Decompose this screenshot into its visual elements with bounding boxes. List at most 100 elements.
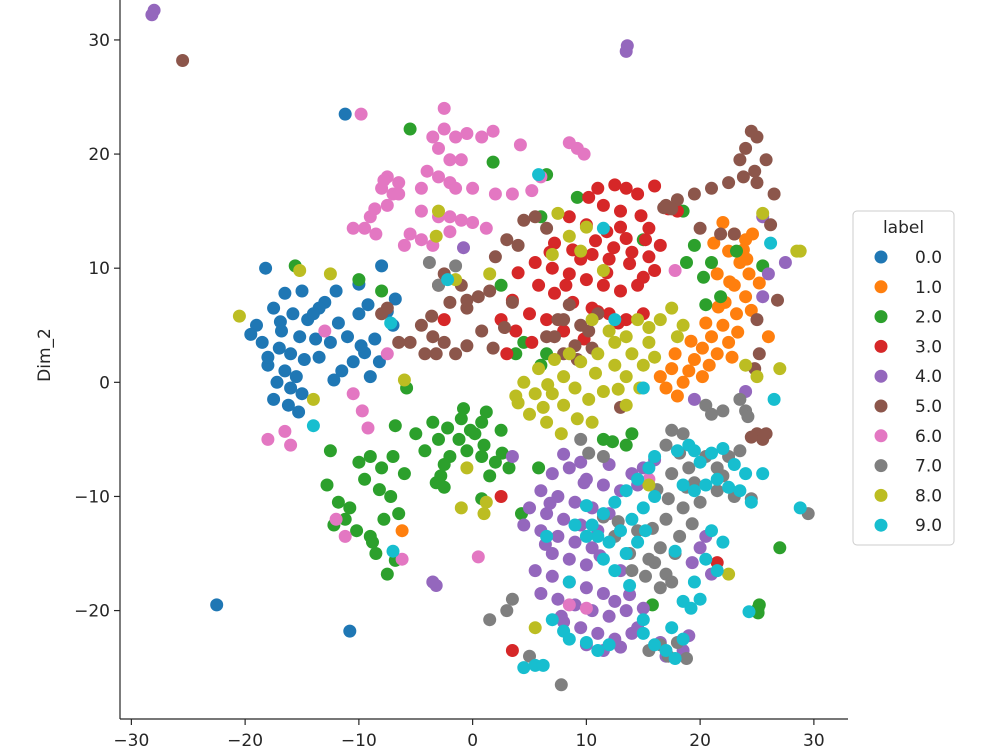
point-label-9.0 (568, 518, 582, 532)
point-label-7.0 (639, 569, 652, 583)
point-label-1.0 (682, 364, 696, 378)
point-label-7.0 (682, 461, 696, 475)
point-label-0.0 (297, 353, 311, 366)
point-label-2.0 (369, 547, 383, 560)
point-label-6.0 (278, 424, 292, 438)
legend-marker (874, 518, 888, 532)
point-label-6.0 (454, 213, 468, 227)
point-label-4.0 (551, 592, 565, 606)
point-label-9.0 (699, 552, 713, 566)
point-label-0.0 (331, 316, 345, 330)
point-label-6.0 (579, 601, 593, 615)
point-label-9.0 (793, 501, 807, 515)
point-label-6.0 (443, 225, 457, 239)
point-label-8.0 (528, 387, 542, 401)
point-label-6.0 (380, 198, 394, 212)
point-label-7.0 (642, 552, 656, 566)
point-label-1.0 (699, 316, 713, 330)
point-label-5.0 (505, 295, 519, 309)
point-label-1.0 (695, 341, 709, 355)
point-label-2.0 (441, 421, 455, 435)
point-label-1.0 (395, 524, 409, 538)
point-label-3.0 (614, 220, 627, 234)
point-label-4.0 (545, 547, 559, 560)
point-label-2.0 (350, 524, 364, 538)
point-label-9.0 (631, 535, 645, 549)
point-label-2.0 (352, 455, 366, 469)
point-label-6.0 (397, 238, 411, 252)
point-label-2.0 (714, 290, 728, 304)
point-label-3.0 (623, 257, 637, 271)
point-label-0.0 (323, 335, 337, 349)
point-label-5.0 (551, 313, 565, 327)
point-label-8.0 (532, 362, 546, 376)
point-label-8.0 (557, 398, 571, 412)
point-label-2.0 (434, 469, 448, 483)
point-label-2.0 (366, 535, 379, 549)
point-label-5.0 (748, 164, 762, 178)
legend-marker (874, 488, 888, 502)
point-label-0.0 (361, 298, 375, 312)
point-label-2.0 (697, 270, 710, 284)
point-label-2.0 (494, 278, 508, 292)
point-label-5.0 (460, 339, 474, 353)
point-label-8.0 (232, 309, 246, 323)
point-label-9.0 (670, 444, 684, 458)
point-label-3.0 (614, 204, 627, 218)
point-label-9.0 (532, 168, 546, 182)
point-label-7.0 (625, 564, 639, 578)
point-label-6.0 (479, 221, 493, 235)
point-label-2.0 (392, 507, 406, 521)
point-label-1.0 (710, 267, 724, 281)
point-label-9.0 (722, 480, 736, 494)
legend-marker (874, 280, 888, 294)
point-label-3.0 (562, 210, 576, 224)
point-label-9.0 (668, 544, 682, 558)
point-label-6.0 (377, 173, 391, 187)
point-label-5.0 (750, 313, 764, 327)
point-label-6.0 (338, 529, 352, 543)
point-label-0.0 (267, 301, 281, 315)
point-label-3.0 (437, 313, 451, 327)
point-label-4.0 (517, 518, 531, 532)
point-label-5.0 (657, 201, 671, 215)
point-label-7.0 (665, 575, 679, 589)
point-label-2.0 (486, 155, 500, 169)
point-label-0.0 (352, 307, 366, 321)
point-label-5.0 (443, 295, 457, 309)
point-label-8.0 (562, 347, 576, 361)
point-label-3.0 (540, 313, 554, 327)
point-label-8.0 (596, 385, 610, 398)
point-label-3.0 (532, 278, 546, 292)
point-label-5.0 (403, 335, 417, 349)
point-label-9.0 (591, 644, 605, 657)
point-label-2.0 (494, 423, 508, 437)
point-label-3.0 (642, 250, 656, 264)
point-label-8.0 (570, 412, 584, 426)
point-label-0.0 (343, 624, 357, 638)
point-label-2.0 (386, 450, 400, 463)
point-label-2.0 (343, 501, 357, 515)
point-label-3.0 (607, 241, 621, 255)
point-label-2.0 (625, 427, 639, 441)
point-label-7.0 (665, 467, 679, 481)
point-label-0.0 (375, 259, 389, 273)
point-label-9.0 (710, 472, 724, 486)
point-label-0.0 (278, 286, 292, 300)
legend-label: 0.0 (915, 248, 942, 268)
point-label-8.0 (568, 381, 582, 395)
point-label-4.0 (614, 640, 627, 654)
point-label-7.0 (653, 581, 667, 595)
point-label-0.0 (284, 347, 298, 361)
point-label-2.0 (418, 444, 432, 458)
point-label-3.0 (579, 273, 593, 287)
y-tick-label: −10 (74, 487, 110, 507)
point-label-5.0 (517, 213, 531, 227)
point-label-3.0 (648, 179, 662, 193)
point-label-8.0 (619, 330, 633, 344)
point-label-9.0 (693, 455, 707, 469)
point-label-4.0 (579, 581, 593, 595)
point-label-0.0 (270, 375, 284, 389)
point-label-8.0 (773, 362, 787, 376)
